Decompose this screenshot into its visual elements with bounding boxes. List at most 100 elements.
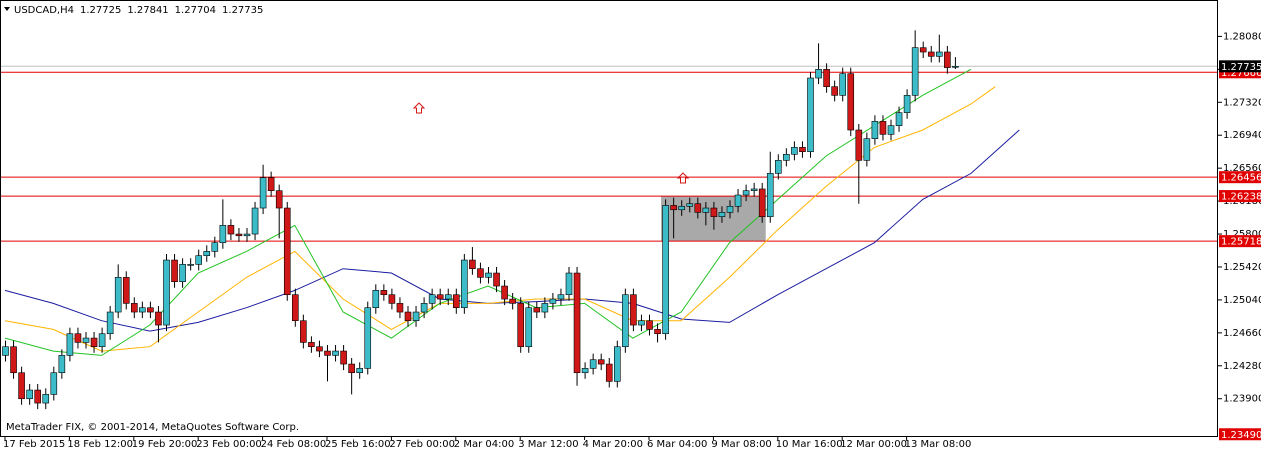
candle-body <box>50 372 58 395</box>
candle-body <box>195 255 202 265</box>
current-price-label-box <box>1219 60 1261 73</box>
candle-body <box>485 272 492 278</box>
x-tick-label: 13 Mar 08:00 <box>905 439 972 450</box>
zone <box>661 196 766 242</box>
x-tick-label: 2 Mar 04:00 <box>454 439 514 450</box>
candle-body <box>509 298 516 304</box>
current-price-label: 1.27735 <box>1221 62 1261 73</box>
candle-body <box>380 290 388 296</box>
candle-body <box>82 337 90 343</box>
candle-body <box>300 320 307 343</box>
candle-body <box>630 294 637 326</box>
candle-body <box>90 337 98 348</box>
x-tick-label: 23 Feb 00:00 <box>196 439 262 450</box>
candle-body <box>283 207 291 296</box>
level-label-box <box>1219 190 1261 203</box>
candle-body <box>34 389 42 404</box>
candle-body <box>251 207 259 235</box>
candle-body <box>461 259 468 309</box>
footer: MetaTrader FIX, © 2001-2014, MetaQuotes … <box>6 422 299 433</box>
candle-body <box>404 311 412 322</box>
x-tick-label: 12 Mar 00:00 <box>840 439 907 450</box>
candle-body <box>420 303 428 313</box>
candle-body <box>605 363 613 382</box>
candle-body <box>646 320 653 330</box>
candle-body <box>243 233 251 237</box>
candle-body <box>267 177 275 191</box>
x-tick-label: 24 Feb 08:00 <box>261 439 327 450</box>
close-value: 1.27735 <box>222 5 263 16</box>
candle-body <box>227 225 235 235</box>
candle-body <box>638 320 645 326</box>
candle-body <box>766 173 774 217</box>
candle-body <box>211 242 219 252</box>
candle-body <box>525 307 533 348</box>
candle-body <box>332 350 339 356</box>
candle-body <box>831 86 838 96</box>
y-tick-label: 1.26940 <box>1223 130 1261 141</box>
candle-body <box>895 112 903 126</box>
candle-body <box>952 66 959 68</box>
candle-body <box>98 333 106 348</box>
candle-body <box>364 307 372 369</box>
candle-body <box>927 51 935 57</box>
candle-body <box>477 268 484 278</box>
arrow-up <box>412 102 426 114</box>
candle-body <box>340 350 347 365</box>
candle-body <box>444 294 452 300</box>
candle-body <box>147 307 154 313</box>
candle-body <box>557 294 565 300</box>
candle-body <box>839 73 847 96</box>
high-value: 1.27841 <box>127 5 168 16</box>
candle-body <box>308 342 315 348</box>
candle-body <box>316 346 323 352</box>
candle-body <box>662 205 669 335</box>
candle-body <box>613 346 621 382</box>
x-tick-label: 19 Feb 20:00 <box>132 439 198 450</box>
candle-body <box>750 188 758 191</box>
candle-body <box>533 307 541 313</box>
candle-body <box>324 350 331 356</box>
candle-body <box>291 294 299 322</box>
candle-body <box>823 69 830 87</box>
candle-body <box>155 311 162 326</box>
candle-body <box>396 303 404 313</box>
symbol: USDCAD,H4 <box>14 5 74 16</box>
candle-body <box>74 333 82 343</box>
candle-body <box>742 190 750 196</box>
candle-body <box>879 121 887 135</box>
candle-body <box>589 359 597 369</box>
x-tick-label: 18 Feb 12:00 <box>67 439 133 450</box>
candle-body <box>799 147 806 152</box>
menu-triangle[interactable] <box>4 7 10 11</box>
candle-body <box>887 125 895 135</box>
y-tick-label: 1.26560 <box>1223 163 1261 174</box>
candle-body <box>203 251 211 257</box>
candle-body <box>911 47 919 96</box>
low-value: 1.27704 <box>175 5 216 16</box>
candle-body <box>58 355 66 374</box>
candle-body <box>791 147 798 155</box>
candle-body <box>275 190 283 209</box>
bottom-label: 1.23490 <box>1221 430 1261 441</box>
candle-body <box>122 277 130 304</box>
candle-body <box>10 346 17 374</box>
x-tick-label: 6 Mar 04:00 <box>647 439 707 450</box>
plot-frame <box>0 0 1218 437</box>
candle-body <box>815 69 822 79</box>
candle-body <box>131 303 138 313</box>
candle-body <box>259 177 267 209</box>
candle-body <box>187 264 194 266</box>
candle-body <box>944 51 951 68</box>
y-tick-label: 1.23900 <box>1223 394 1261 405</box>
candle-body <box>678 205 686 211</box>
candle-body <box>428 294 436 304</box>
candle-body <box>726 205 734 213</box>
candle-body <box>783 153 790 161</box>
candle-body <box>412 311 420 322</box>
candle-body <box>718 212 726 217</box>
y-tick-label: 1.25040 <box>1223 295 1261 306</box>
candle-body <box>694 203 702 213</box>
